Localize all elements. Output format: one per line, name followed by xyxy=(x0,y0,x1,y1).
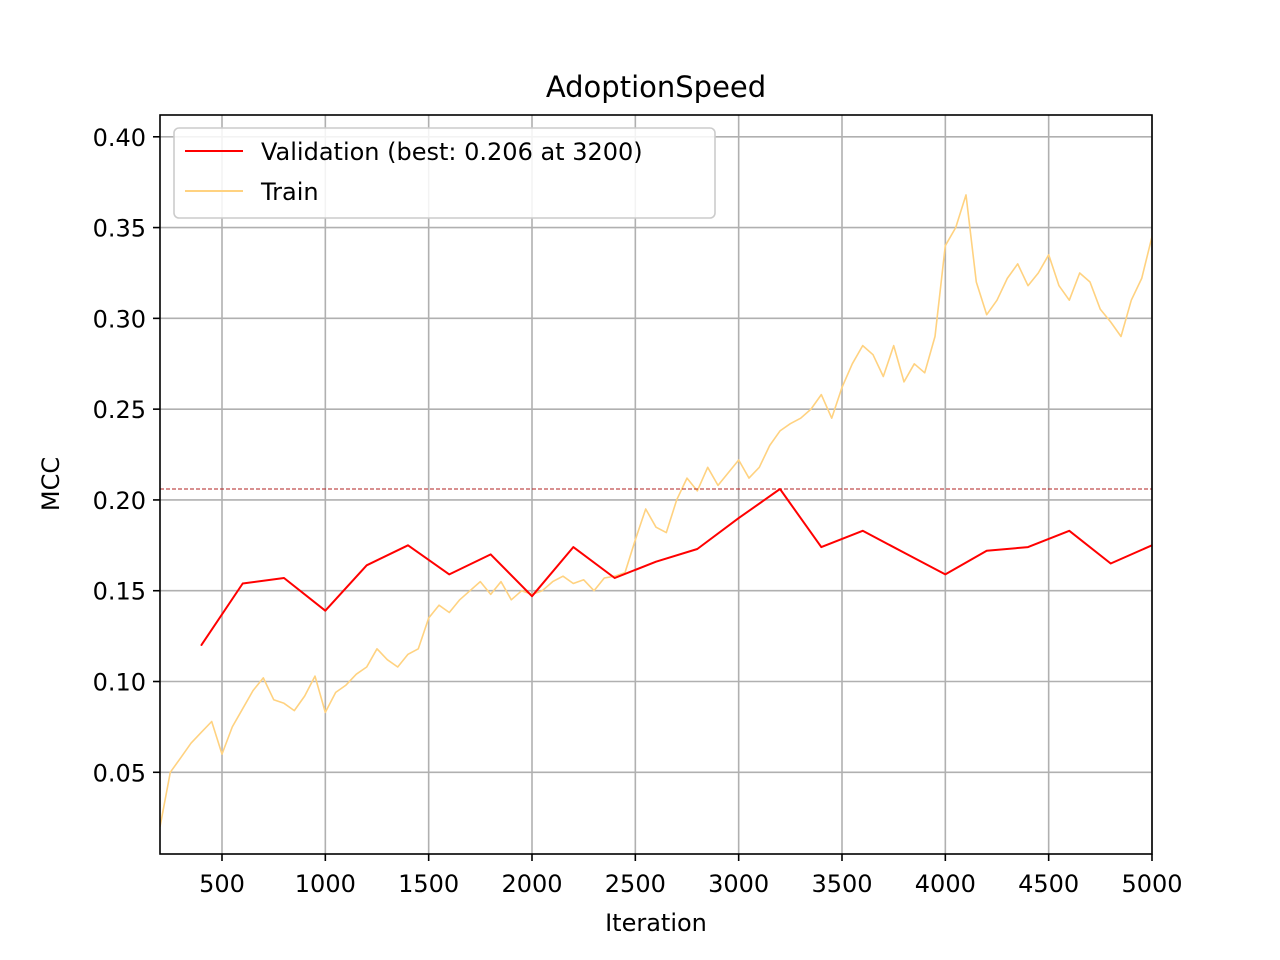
validation-point xyxy=(1027,546,1029,548)
validation-point xyxy=(365,564,368,567)
validation-point xyxy=(283,577,285,579)
y-tick-label: 0.20 xyxy=(93,487,146,515)
y-tick-label: 0.15 xyxy=(93,578,146,606)
y-tick-label: 0.40 xyxy=(93,124,146,152)
validation-point xyxy=(779,488,781,490)
validation-point xyxy=(696,548,699,550)
validation-point xyxy=(200,644,203,646)
x-tick-label: 500 xyxy=(199,870,245,898)
validation-point xyxy=(861,530,864,532)
x-tick-label: 1500 xyxy=(398,870,459,898)
validation-point xyxy=(1068,530,1071,532)
validation-point xyxy=(944,573,947,576)
x-tick-label: 3000 xyxy=(708,870,769,898)
validation-point xyxy=(1109,562,1112,565)
x-tick-label: 1000 xyxy=(295,870,356,898)
train-series-line xyxy=(160,194,1152,827)
validation-point xyxy=(737,517,740,519)
x-tick-label: 2000 xyxy=(501,870,562,898)
validation-point xyxy=(820,546,823,548)
validation-point xyxy=(985,549,988,552)
validation-point xyxy=(613,577,616,579)
plot-frame xyxy=(159,114,1153,855)
x-tick-label: 4000 xyxy=(915,870,976,898)
validation-point xyxy=(489,553,492,556)
validation-point xyxy=(572,546,575,548)
y-axis-ticks: 0.05 0.10 0.15 0.20 0.25 0.30 0.35 0.40 xyxy=(93,124,160,787)
y-tick-label: 0.10 xyxy=(93,669,146,697)
x-axis-label: Iteration xyxy=(605,909,707,937)
validation-point xyxy=(655,560,657,563)
validation-point xyxy=(407,544,409,547)
y-tick-label: 0.30 xyxy=(93,305,146,333)
legend: Validation (best: 0.206 at 3200) Train xyxy=(173,127,716,219)
series-layer xyxy=(160,194,1152,827)
x-axis-ticks: 500 1000 1500 2000 2500 3000 3500 4000 4500 5000 xyxy=(199,854,1183,898)
legend-box xyxy=(173,127,716,219)
legend-validation-label: Validation (best: 0.206 at 3200) xyxy=(261,138,643,166)
validation-series-line xyxy=(200,488,1152,646)
legend-train-label: Train xyxy=(260,178,319,206)
validation-point xyxy=(531,595,533,597)
x-tick-label: 4500 xyxy=(1018,870,1079,898)
x-tick-label: 3500 xyxy=(811,870,872,898)
validation-point xyxy=(448,573,451,576)
y-axis-label: MCC xyxy=(37,457,65,511)
chart-title: AdoptionSpeed xyxy=(546,70,766,104)
validation-point xyxy=(241,582,244,585)
validation-point xyxy=(903,551,905,554)
y-tick-label: 0.25 xyxy=(93,396,146,424)
y-tick-label: 0.35 xyxy=(93,215,146,243)
x-tick-label: 2500 xyxy=(605,870,666,898)
x-tick-label: 5000 xyxy=(1121,870,1182,898)
y-tick-label: 0.05 xyxy=(93,759,146,787)
validation-point xyxy=(324,609,327,612)
